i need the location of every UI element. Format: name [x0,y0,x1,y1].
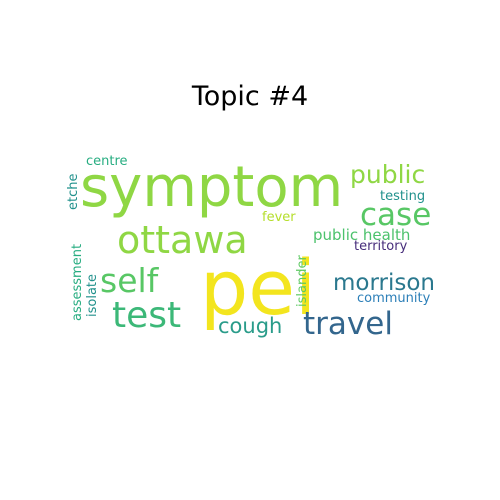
word-public-health: public health [313,226,411,244]
word-centre: centre [86,154,128,169]
word-testing: testing [380,189,426,204]
word-ottawa: ottawa [117,218,248,262]
word-morrison: morrison [333,270,436,296]
word-public: public [350,160,426,189]
word-test: test [112,295,182,336]
word-cough: cough [218,314,283,338]
word-self: self [100,261,159,300]
word-pei: pei [200,243,317,332]
word-assessment: assessment [70,243,85,321]
word-territory: territory [354,239,408,254]
word-community: community [357,291,431,306]
word-islander: islander [295,255,310,307]
chart-title: Topic #4 [191,81,309,112]
word-fever: fever [262,210,296,225]
word-travel: travel [303,306,393,342]
word-etche: etche [66,173,81,210]
word-symptom: symptom [80,155,344,220]
word-isolate: isolate [85,273,100,317]
word-case: case [360,197,432,233]
